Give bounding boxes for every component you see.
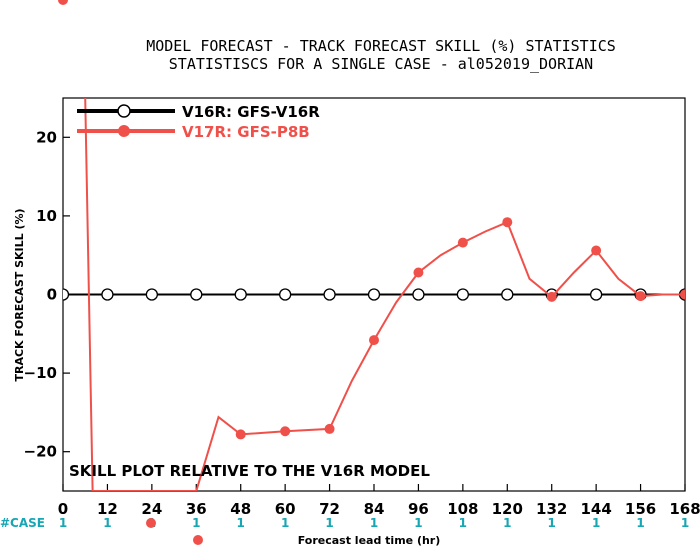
x-tick-label: 12 xyxy=(97,500,118,518)
series-line-v17r xyxy=(84,98,685,491)
data-point-v16r xyxy=(101,288,114,301)
y-axis-label: TRACK FORECAST SKILL (%) xyxy=(13,208,26,381)
data-point-v17r xyxy=(235,429,246,440)
data-point-v17r xyxy=(413,267,424,278)
y-tick-label: −10 xyxy=(24,364,57,382)
data-point-v16r xyxy=(234,288,247,301)
legend-marker-v16r xyxy=(117,104,131,118)
case-count: 1 xyxy=(548,516,556,530)
data-point-v17r xyxy=(546,291,557,302)
x-tick-label: 168 xyxy=(669,500,700,518)
data-point-v16r xyxy=(145,288,159,301)
series-layer xyxy=(63,98,685,491)
y-tick-label: 20 xyxy=(36,128,57,146)
data-point-v16r xyxy=(501,288,514,301)
case-label: #CASE xyxy=(0,516,45,530)
data-point-v16r xyxy=(367,288,381,301)
case-counts: 111111111111111 xyxy=(59,516,689,530)
data-point-v16r xyxy=(323,288,336,301)
y-tick-label: −20 xyxy=(24,443,57,461)
legend-label-v17r: V17R: GFS-P8B xyxy=(182,123,310,141)
case-count: 1 xyxy=(325,516,333,530)
case-count: 1 xyxy=(103,516,111,530)
chart-title-line1: MODEL FORECAST - TRACK FORECAST SKILL (%… xyxy=(146,37,616,55)
x-axis-ticks: 0 12 24 36 48 60 72 84 96 108 120 132 144 156 168 xyxy=(58,484,700,518)
data-point-v17r xyxy=(680,289,685,300)
data-point-v17r xyxy=(324,423,335,434)
x-tick-label: 84 xyxy=(364,500,385,518)
x-tick-label: 48 xyxy=(230,500,251,518)
data-point-v16r xyxy=(456,288,470,301)
case-count: 1 xyxy=(192,516,200,530)
data-point-v16r xyxy=(190,288,203,301)
x-tick-label: 24 xyxy=(141,500,162,518)
legend-label-v16r: V16R: GFS-V16R xyxy=(182,103,320,121)
x-tick-label: 108 xyxy=(447,500,478,518)
x-tick-label: 120 xyxy=(492,500,523,518)
x-tick-label: 96 xyxy=(408,500,429,518)
case-count: 1 xyxy=(414,516,422,530)
case-count: 1 xyxy=(237,516,245,530)
skill-annotation: SKILL PLOT RELATIVE TO THE V16R MODEL xyxy=(69,462,430,480)
x-tick-label: 36 xyxy=(186,500,207,518)
y-tick-label: 10 xyxy=(36,207,57,225)
case-count: 1 xyxy=(370,516,378,530)
data-point-v17r xyxy=(457,237,468,248)
data-point-v17r xyxy=(369,335,379,346)
case-count: 1 xyxy=(281,516,289,530)
case-count: 1 xyxy=(503,516,511,530)
legend: V16R: GFS-V16R V17R: GFS-P8B xyxy=(77,103,320,141)
y-axis-ticks: −20 −10 0 10 20 xyxy=(24,128,70,461)
data-point-v17r xyxy=(502,217,513,228)
data-point-v16r xyxy=(63,288,70,301)
y-tick-label: 0 xyxy=(47,286,57,304)
case-count: 1 xyxy=(681,516,689,530)
chart-title-line2: STATISTISCS FOR A SINGLE CASE - al052019… xyxy=(169,55,593,73)
x-tick-label: 156 xyxy=(625,500,656,518)
data-point-v16r xyxy=(412,288,425,301)
x-tick-label: 132 xyxy=(536,500,567,518)
data-point-v17r xyxy=(591,245,602,256)
stray-marker-top xyxy=(58,0,68,5)
stray-marker-bottom-1 xyxy=(146,518,156,528)
stray-marker-bottom-2 xyxy=(193,535,203,545)
x-tick-label: 144 xyxy=(580,500,611,518)
case-count: 1 xyxy=(459,516,467,530)
legend-marker-v17r xyxy=(118,125,130,137)
case-count: 1 xyxy=(592,516,600,530)
plot-area: −20 −10 0 10 20 0 12 24 36 48 60 72 84 96 108 120 132 14… xyxy=(24,97,700,518)
case-count: 1 xyxy=(636,516,644,530)
x-tick-label: 60 xyxy=(275,500,296,518)
x-axis-label: Forecast lead time (hr) xyxy=(298,534,441,547)
x-tick-label: 0 xyxy=(58,500,68,518)
case-count: 1 xyxy=(59,516,67,530)
x-tick-label: 72 xyxy=(319,500,340,518)
data-point-v16r xyxy=(589,288,603,301)
data-point-v16r xyxy=(278,288,292,301)
data-point-v17r xyxy=(635,291,646,302)
data-point-v17r xyxy=(280,426,291,437)
